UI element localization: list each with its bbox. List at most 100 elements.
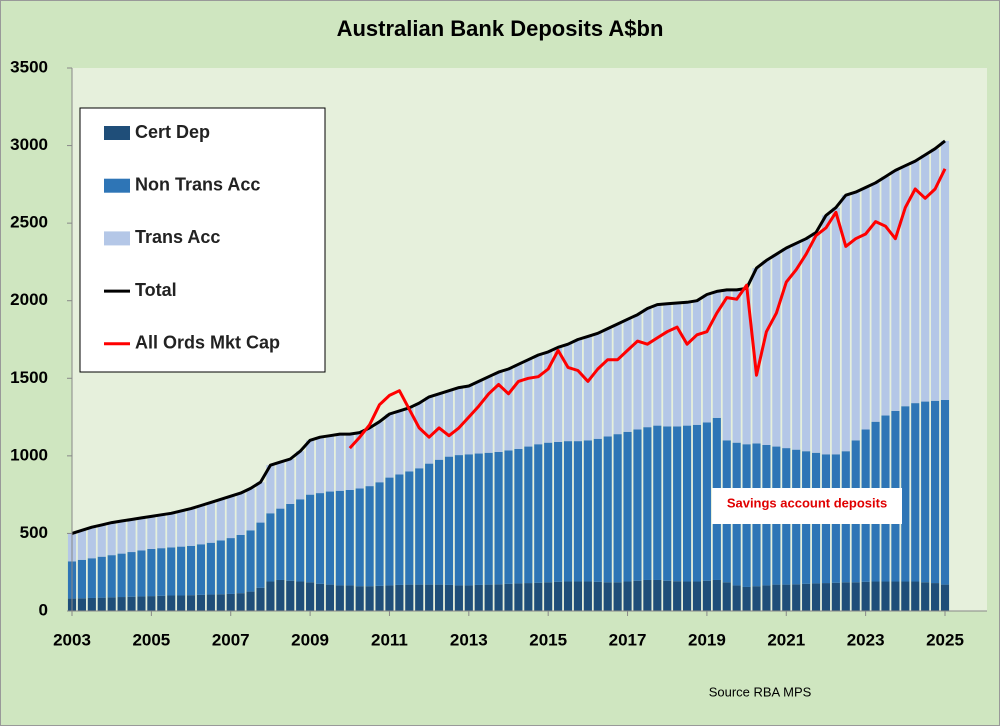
bar-segment [861, 581, 870, 611]
bar-segment [563, 441, 573, 582]
bar-segment [881, 176, 890, 416]
line-series [71, 139, 946, 535]
bar-segment [365, 486, 374, 587]
bar-segment [216, 499, 225, 541]
bar-segment [87, 527, 96, 559]
bar-segment [643, 579, 652, 611]
bar-segment [722, 289, 731, 441]
x-tick-label: 2007 [212, 630, 250, 649]
bar-segment [613, 434, 622, 583]
bar-segment [921, 401, 930, 583]
bar-segment [454, 387, 463, 456]
bar-segment [514, 583, 523, 611]
bar-segment [851, 192, 860, 441]
bar-segment [653, 579, 662, 611]
y-tick-label: 2500 [10, 213, 48, 232]
bar-segment [871, 581, 880, 611]
bar-segment [177, 510, 186, 547]
bar-segment [603, 582, 612, 611]
bar-segment [266, 581, 275, 611]
bar-segment [464, 454, 473, 586]
bar-segment [732, 289, 741, 443]
bar-segment [474, 584, 483, 611]
bar-segment [613, 582, 622, 611]
bar-segment [286, 580, 295, 611]
bar-segment [931, 583, 940, 611]
bar-segment [534, 444, 543, 583]
bar-segment [881, 581, 890, 611]
bar-segment [345, 489, 354, 586]
bar-segment [613, 323, 622, 435]
bar-segment [147, 516, 156, 549]
bar-segment [236, 534, 245, 594]
bar-segment [692, 300, 702, 425]
bar-segment [931, 400, 940, 584]
bar-segment [454, 585, 463, 611]
bar-segment [742, 586, 751, 611]
bar-segment [444, 390, 454, 457]
bar-segment [286, 503, 295, 581]
chart-title: Australian Bank Deposits A$bn [337, 16, 664, 41]
bar-segment [891, 170, 900, 411]
bar-segment [593, 438, 602, 582]
bar-segment [107, 522, 116, 556]
x-tick-label: 2019 [688, 630, 726, 649]
bar-segment [236, 493, 245, 535]
bar-segment [940, 584, 950, 611]
x-tick-label: 2023 [847, 630, 885, 649]
bar-segment [583, 336, 592, 441]
bar-segment [186, 595, 196, 611]
bar-segment [821, 583, 831, 611]
bar-segment [157, 548, 166, 596]
bar-segment [603, 436, 612, 583]
legend-swatch [104, 178, 130, 193]
x-tick-label: 2025 [926, 630, 964, 649]
bar-segment [524, 359, 533, 447]
bar-segment [504, 368, 513, 451]
bar-segment [811, 583, 821, 611]
bar-segment [841, 582, 850, 611]
bar-segment [127, 552, 136, 597]
bar-segment [157, 514, 166, 549]
bar-segment [117, 521, 126, 554]
bar-segment [683, 425, 692, 582]
bar-segment [782, 584, 791, 611]
bar-segment [345, 585, 354, 611]
bar-segment [494, 584, 503, 611]
bar-segment [821, 215, 831, 455]
bar-segment [97, 597, 106, 611]
bar-segment [911, 161, 920, 404]
bar-segment [196, 594, 206, 611]
bar-segment [415, 468, 424, 585]
legend-label: All Ords Mkt Cap [135, 333, 280, 353]
bar-segment [653, 425, 662, 580]
bar-segment [276, 462, 285, 509]
bar-segment [434, 459, 444, 585]
bar-segment [167, 595, 176, 611]
y-tick-label: 0 [39, 600, 48, 619]
bar-segment [534, 582, 543, 611]
bar-segment [464, 386, 473, 455]
bar-segment [762, 260, 771, 445]
bar-segment [375, 421, 384, 483]
bar-segment [573, 441, 583, 582]
bar-segment [911, 403, 920, 582]
bar-segment [563, 344, 573, 442]
bar-segment [772, 584, 781, 611]
bar-segment [544, 582, 553, 611]
x-tick-label: 2003 [53, 630, 91, 649]
legend-label: Non Trans Acc [135, 174, 260, 194]
annotation: Savings account deposits [727, 495, 887, 510]
bar-segment [206, 542, 215, 595]
bar-segment [375, 482, 384, 586]
bar-segment [802, 238, 811, 452]
bar-segment [276, 508, 285, 580]
y-tick-label: 3500 [10, 57, 48, 76]
line-series [348, 168, 947, 450]
bar-segment [226, 538, 235, 594]
bar-segment [375, 585, 384, 611]
y-tick-label: 2000 [10, 290, 48, 309]
bar-segment [554, 347, 563, 442]
bar-segment [901, 581, 910, 611]
